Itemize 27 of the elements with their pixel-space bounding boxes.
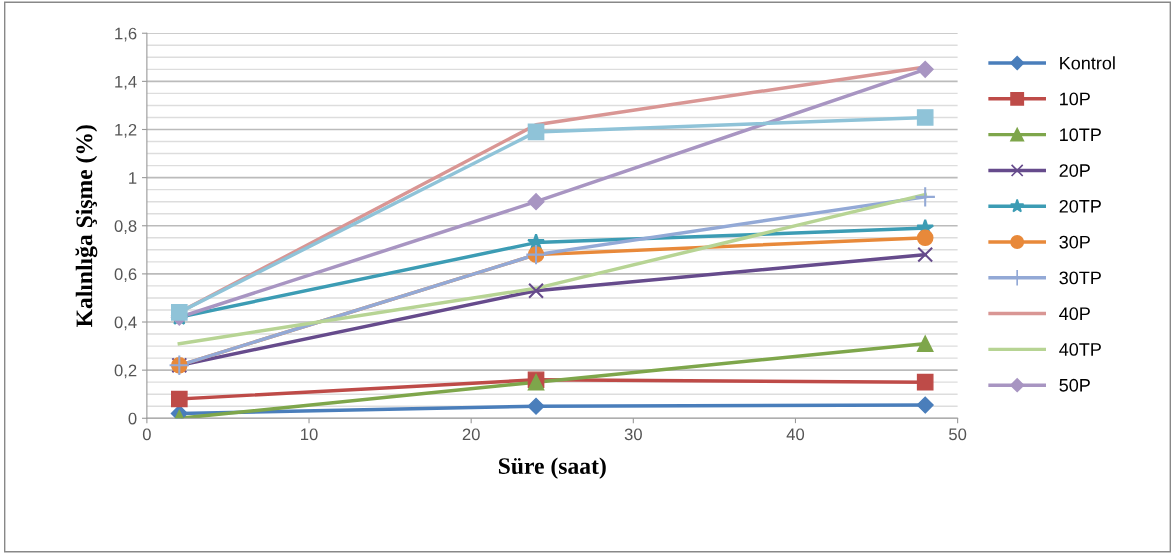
y-axis-title: Kalınlığa Şişme (%) bbox=[75, 125, 98, 328]
y-tick-label: 0,6 bbox=[114, 268, 137, 283]
y-tick-label: 1,2 bbox=[115, 123, 137, 138]
x-tick-label: 30 bbox=[624, 428, 642, 441]
y-tick-label: 0 bbox=[128, 412, 137, 425]
legend-label: 10TP bbox=[1060, 128, 1101, 142]
x-tick-label: 10 bbox=[301, 428, 318, 441]
y-tick-label: 1,4 bbox=[115, 75, 137, 90]
legend-label: 40TP bbox=[1059, 343, 1101, 356]
legend-label: 50P bbox=[1059, 378, 1090, 392]
y-tick-label: 1,6 bbox=[115, 27, 137, 42]
legend-label: Kontrol bbox=[1060, 56, 1115, 70]
legend-label: 20TP bbox=[1059, 199, 1101, 213]
legend-label: 40P bbox=[1059, 307, 1090, 321]
legend-label: 30P bbox=[1059, 235, 1090, 249]
x-axis-title: Süre (saat) bbox=[498, 457, 606, 479]
y-tick-label: 0,8 bbox=[114, 220, 137, 234]
legend-label: 30TP bbox=[1059, 271, 1101, 285]
x-tick-label: 0 bbox=[142, 428, 151, 441]
y-tick-label: 0,4 bbox=[114, 316, 137, 331]
y-tick-label: 0,2 bbox=[114, 364, 137, 379]
x-tick-label: 50 bbox=[949, 428, 967, 441]
x-tick-label: 20 bbox=[462, 428, 480, 441]
y-tick-label: 1 bbox=[129, 172, 137, 184]
x-tick-label: 40 bbox=[786, 428, 805, 441]
legend-label: 20P bbox=[1059, 164, 1090, 177]
legend-label: 10P bbox=[1060, 92, 1090, 106]
